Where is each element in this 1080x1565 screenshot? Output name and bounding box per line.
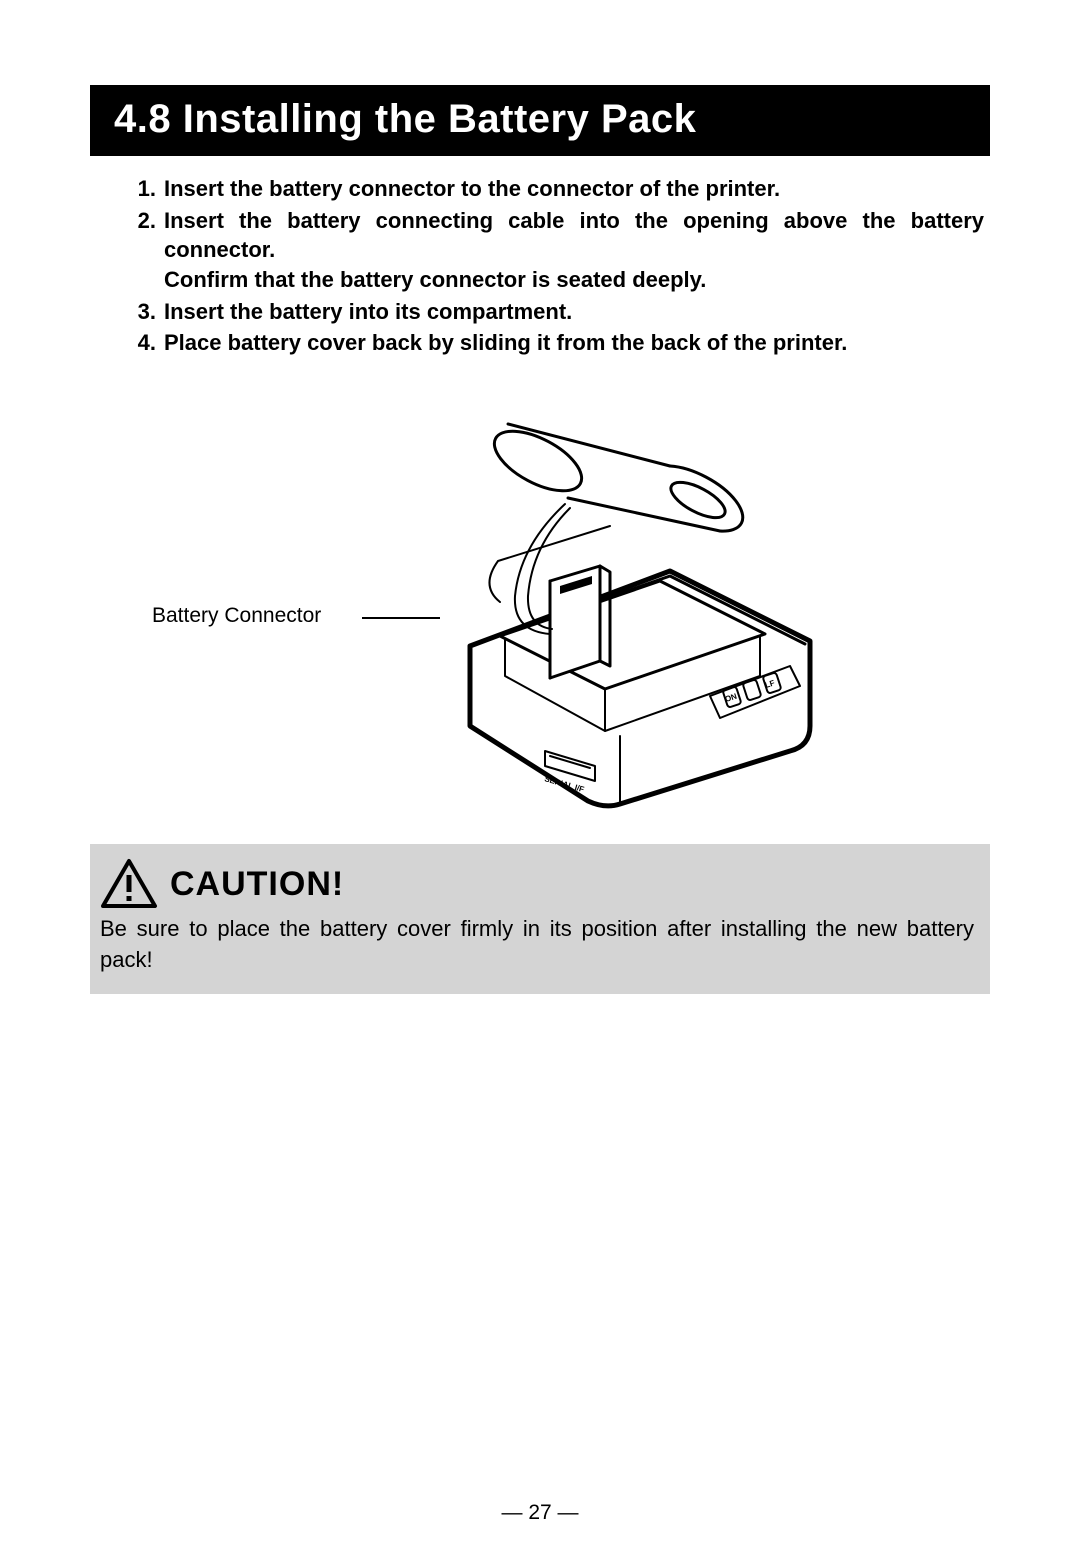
steps-list: 1. Insert the battery connector to the c… <box>90 174 990 358</box>
svg-text:SERIAL I/F: SERIAL I/F <box>543 774 585 794</box>
figure-label: Battery Connector <box>152 604 321 628</box>
warning-icon <box>100 858 158 910</box>
step-number: 3. <box>130 297 164 327</box>
svg-text:ON: ON <box>724 692 738 704</box>
step-4: 4. Place battery cover back by sliding i… <box>130 328 984 358</box>
step-2: 2. Insert the battery connecting cable i… <box>130 206 984 295</box>
step-3: 3. Insert the battery into its compartme… <box>130 297 984 327</box>
step-text: Insert the battery connector to the conn… <box>164 174 984 204</box>
step-number: 1. <box>130 174 164 204</box>
svg-text:LF: LF <box>764 678 776 690</box>
step-1: 1. Insert the battery connector to the c… <box>130 174 984 204</box>
section-heading: 4.8 Installing the Battery Pack <box>90 85 990 156</box>
caution-title-row: CAUTION! <box>100 858 974 910</box>
printer-illustration: ON LF SERIAL I/F <box>410 386 850 816</box>
step-number: 4. <box>130 328 164 358</box>
caution-box: CAUTION! Be sure to place the battery co… <box>90 844 990 994</box>
page-number: — 27 — <box>0 1501 1080 1525</box>
step-number: 2. <box>130 206 164 295</box>
caution-heading: CAUTION! <box>170 865 344 904</box>
step-text: Insert the battery connecting cable into… <box>164 206 984 295</box>
figure: Battery Connector <box>90 386 990 816</box>
step-text: Place battery cover back by sliding it f… <box>164 328 984 358</box>
caution-text: Be sure to place the battery cover firml… <box>100 914 974 976</box>
step-text: Insert the battery into its compartment. <box>164 297 984 327</box>
